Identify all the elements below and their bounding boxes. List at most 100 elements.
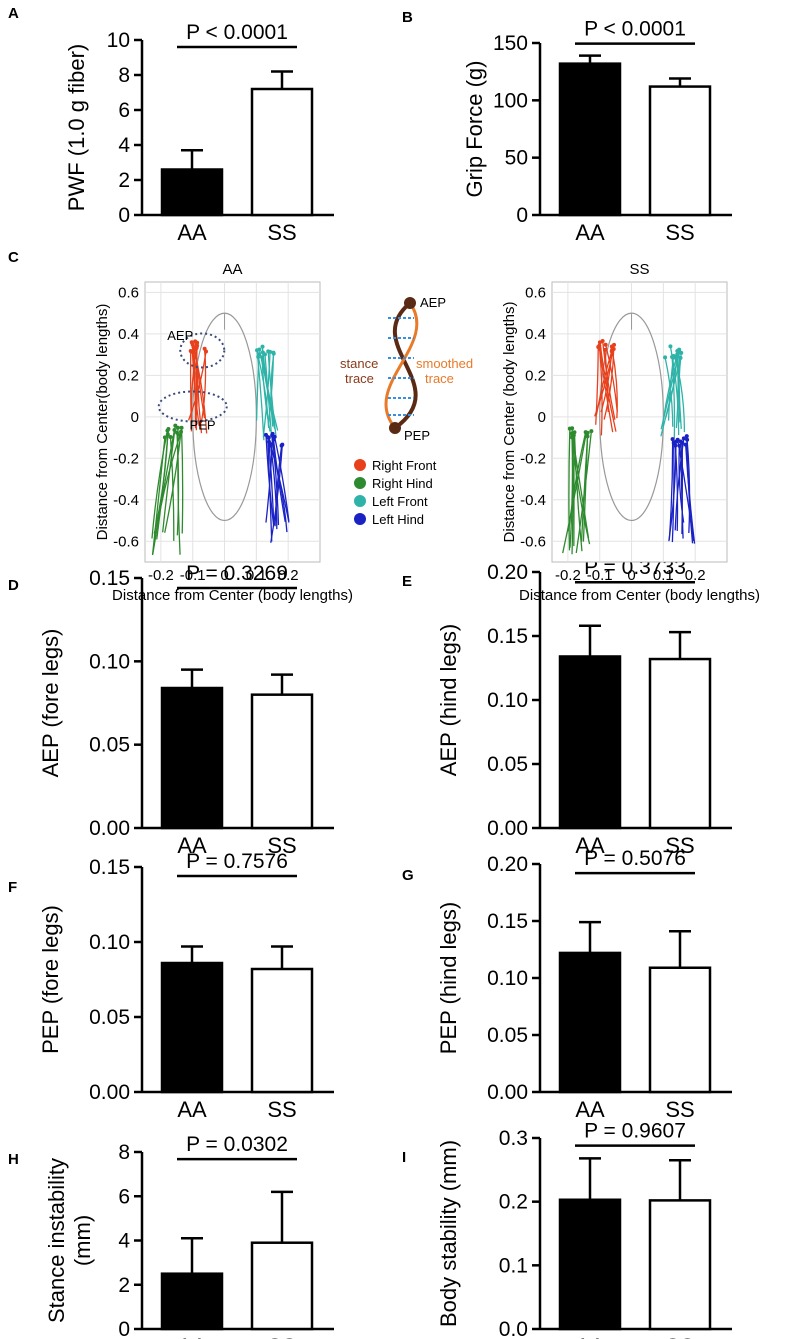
x-tick-label: 0.1 — [653, 567, 674, 584]
leg-trace — [265, 434, 275, 526]
leg-trace — [265, 433, 274, 523]
stance-label-line1: stance — [340, 356, 378, 371]
y-tick-label: 0.2 — [118, 367, 139, 384]
y-tick-label: 0.10 — [89, 931, 130, 954]
trace-start-dot — [256, 352, 261, 357]
y-axis-label: Grip Force (g) — [462, 61, 487, 198]
y-tick-label: -0.2 — [520, 450, 546, 467]
inset-aep-label: AEP — [420, 295, 446, 310]
legend-marker — [354, 495, 366, 507]
y-axis-label: AEP (fore legs) — [38, 629, 63, 778]
leg-trace — [664, 357, 674, 427]
y-tick-label: 0 — [516, 204, 528, 227]
y-tick-label: 8 — [118, 1141, 130, 1164]
leg-trace — [582, 432, 589, 542]
y-tick-label: 0.20 — [487, 561, 528, 584]
leg-trace — [562, 432, 587, 554]
bar-aa — [160, 686, 224, 830]
x-tick-label: 0.2 — [685, 567, 706, 584]
panel-label: B — [402, 9, 413, 26]
x-tick-label: SS — [267, 833, 296, 858]
y-axis-label: Body stability (mm) — [436, 1140, 461, 1327]
bar-aa — [160, 961, 224, 1094]
p-value: P < 0.0001 — [186, 21, 288, 44]
trace-start-dot — [165, 428, 170, 433]
bar-ss — [648, 1199, 712, 1331]
trace-start-dot — [589, 429, 594, 434]
bar-aa — [160, 1272, 224, 1331]
y-tick-label: 0.00 — [89, 817, 130, 840]
trace-start-dot — [680, 440, 685, 445]
y-tick-label: 100 — [493, 89, 528, 112]
aep-dot — [404, 297, 416, 309]
y-tick-label: 0.15 — [89, 567, 130, 590]
y-axis-label: AEP (hind legs) — [436, 624, 461, 776]
trace-start-dot — [583, 430, 588, 435]
trace-start-dot — [668, 344, 673, 349]
y-tick-label: 6 — [118, 99, 130, 122]
trace-start-dot — [271, 350, 276, 355]
leg-trace — [569, 437, 574, 548]
bar-ss — [648, 657, 712, 830]
x-tick-label: AA — [177, 1334, 207, 1339]
trace-start-dot — [597, 346, 602, 351]
panel-label: H — [8, 1151, 19, 1168]
plot-title: SS — [629, 261, 649, 278]
y-tick-label: 0 — [131, 409, 139, 426]
trace-start-dot — [165, 432, 170, 437]
x-tick-label: AA — [177, 220, 207, 245]
y-tick-label: -0.6 — [113, 533, 139, 550]
y-tick-label: 0.4 — [118, 326, 139, 343]
leg-trace — [686, 436, 694, 544]
leg-trace — [268, 441, 275, 526]
legend-label: Left Hind — [372, 512, 424, 527]
y-axis-label-line2: (mm) — [70, 1215, 95, 1266]
x-tick-label: SS — [267, 1097, 296, 1122]
y-tick-label: 0 — [538, 409, 546, 426]
leg-trace — [274, 445, 283, 527]
leg-trace — [674, 357, 686, 433]
x-tick-label: 0.2 — [278, 567, 299, 584]
p-value: P = 0.0302 — [186, 1133, 288, 1156]
trace-start-dot — [663, 355, 668, 360]
y-tick-label: 0.10 — [487, 967, 528, 990]
x-tick-label: AA — [575, 1097, 605, 1122]
y-tick-label: 0.10 — [89, 650, 130, 673]
pep-annotation: PEP — [190, 417, 216, 432]
x-tick-label: AA — [575, 220, 605, 245]
trace-start-dot — [192, 346, 197, 351]
y-tick-label: 2 — [118, 1274, 130, 1297]
leg-trace — [162, 425, 176, 533]
leg-trace — [595, 346, 599, 425]
y-tick-label: -0.2 — [113, 450, 139, 467]
leg-trace — [677, 439, 695, 541]
leg-trace — [604, 349, 609, 413]
x-tick-label: SS — [665, 833, 694, 858]
bar-ss — [648, 85, 712, 217]
panel-A: A 0 2 4 6 8 10 PWF (1.0 g fiber) AA SS P < 0.0001 — [8, 5, 334, 245]
plot-frame — [551, 281, 728, 563]
y-tick-label: -0.4 — [520, 492, 546, 509]
plot-frame — [144, 281, 321, 563]
x-tick-label: AA — [575, 833, 605, 858]
leg-trace — [567, 431, 587, 532]
y-tick-label: 0.2 — [499, 1191, 528, 1214]
leg-trace — [686, 439, 691, 534]
legend: Right Front Right Hind Left Front Left Hind — [354, 458, 437, 527]
y-tick-label: 0.1 — [499, 1254, 528, 1277]
trace-start-dot — [270, 431, 275, 436]
panel-F: F 0.00 0.05 0.10 0.15 PEP (fore legs) AA SS P = … — [8, 850, 334, 1122]
x-tick-label: -0.2 — [555, 567, 581, 584]
trace-start-dot — [195, 340, 200, 345]
leg-trace — [264, 354, 273, 439]
y-tick-label: 4 — [118, 134, 130, 157]
trace-start-dot — [677, 349, 682, 354]
trace-start-dot — [597, 340, 602, 345]
leg-trace — [668, 441, 677, 542]
y-axis-label: PWF (1.0 g fiber) — [64, 44, 89, 211]
leg-trace — [599, 348, 603, 436]
legend-marker — [354, 459, 366, 471]
x-axis-label: Distance from Center (body lengths) — [112, 587, 353, 604]
trace-start-dot — [268, 349, 273, 354]
